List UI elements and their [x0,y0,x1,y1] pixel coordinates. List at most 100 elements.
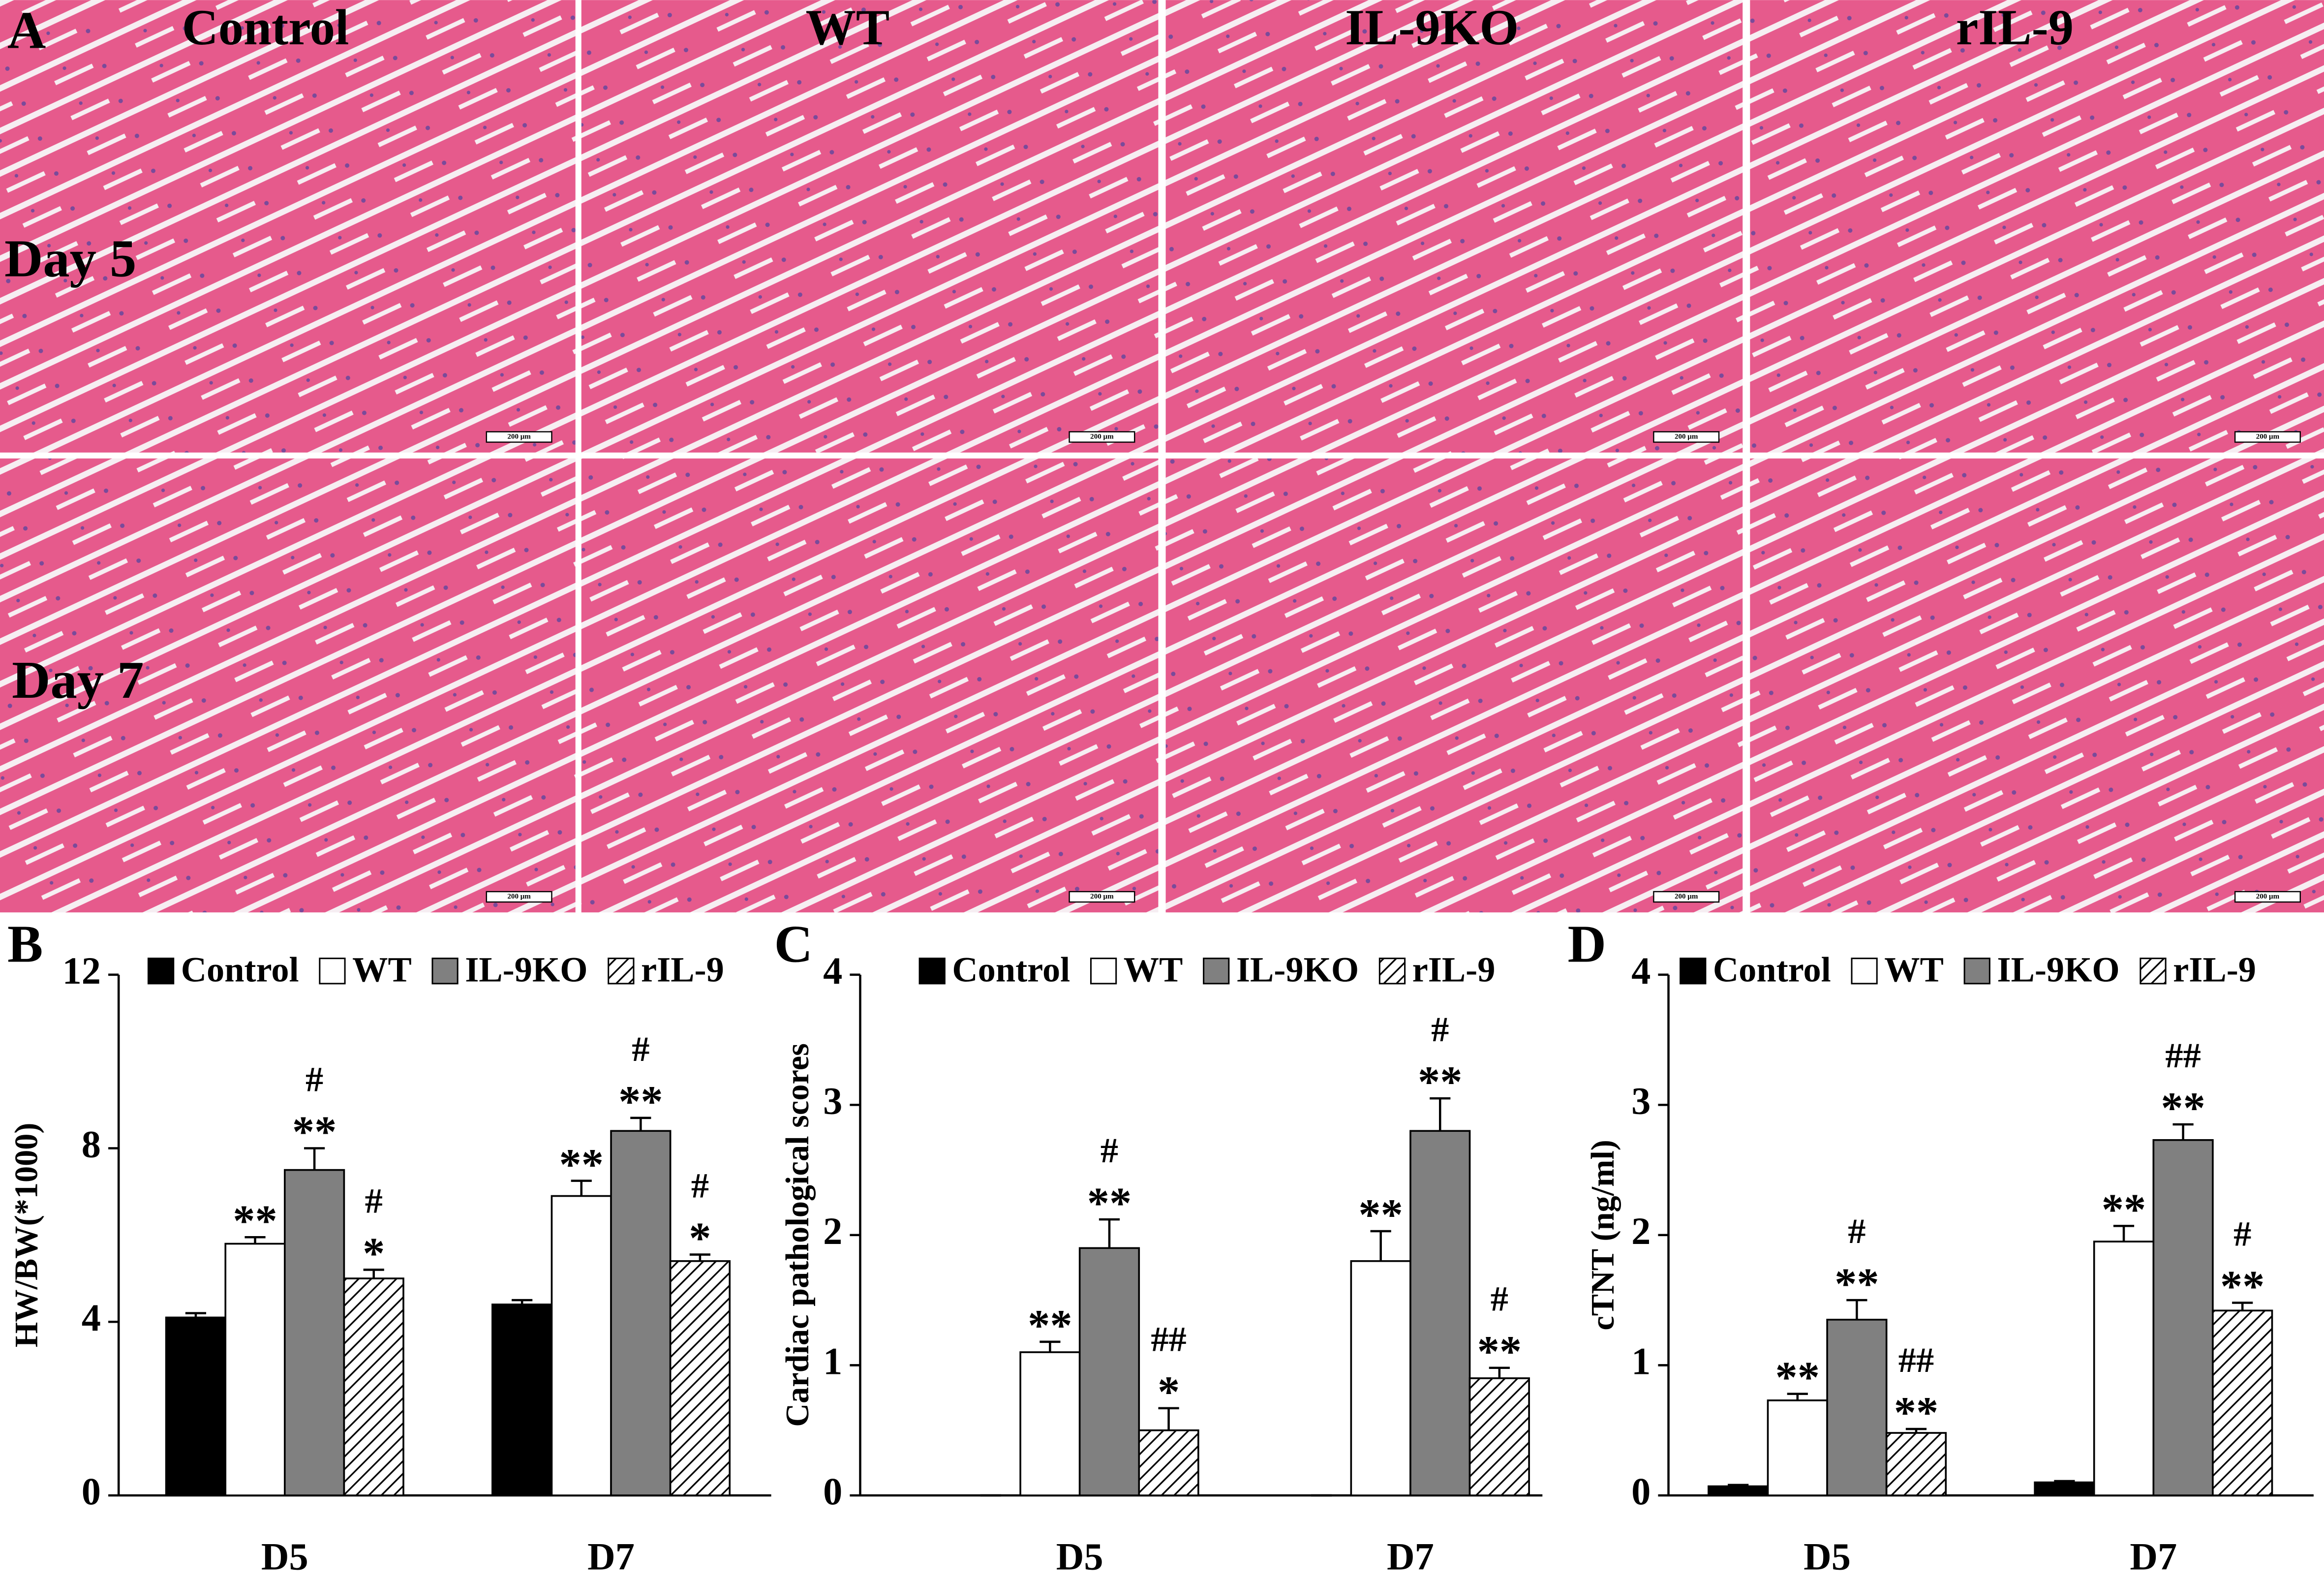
significance-label: # [632,1029,649,1069]
histology-image [0,458,576,913]
bar [1078,1247,1140,1496]
bar [2034,1481,2095,1496]
legend-swatch [1090,958,1117,985]
scale-bar [1653,891,1720,903]
column-label: IL-9KO [1345,0,1519,56]
y-tick-label: 3 [823,1079,842,1122]
legend-swatch [918,958,946,985]
bar [1350,1260,1411,1496]
scale-bar [1069,431,1135,443]
scale-bar [486,891,552,903]
bar [1767,1399,1828,1496]
scale-bar-label: 200 μm [1090,433,1114,440]
scale-bar-label: 200 μm [1675,893,1698,900]
bar [2093,1241,2155,1496]
scale-bar [2234,431,2301,443]
panel-label: B [7,914,43,973]
column-label: rIL-9 [1956,0,2074,56]
histology-image [581,0,1159,453]
x-tick-label: D5 [1804,1535,1851,1578]
legend-swatch [1963,958,1990,985]
significance-label: * [1158,1366,1180,1416]
significance-label: ** [559,1139,604,1189]
scale-bar-label: 200 μm [507,433,531,440]
significance-label: # [691,1166,709,1206]
significance-label: # [306,1059,323,1099]
y-tick-label: 0 [823,1470,842,1513]
legend-label: WT [1884,950,1944,989]
significance-label: ## [1151,1320,1186,1359]
significance-label: ** [292,1107,336,1156]
legend-label: IL-9KO [465,950,587,989]
significance-label: ** [2161,1083,2205,1133]
legend-swatch [147,958,175,985]
x-tick-label: D5 [1056,1535,1103,1578]
legend-label: rIL-9 [2173,950,2256,989]
legend-swatch [1203,958,1230,985]
bar [610,1130,672,1496]
significance-label: ** [1358,1190,1403,1240]
significance-label: ** [1835,1259,1879,1308]
legend-swatch [608,958,635,985]
scale-bar-label: 200 μm [1675,433,1698,440]
legend-swatch [319,958,346,985]
y-tick-label: 2 [823,1210,842,1252]
legend-label: IL-9KO [1997,950,2119,989]
significance-label: # [1848,1211,1865,1251]
legend-label: IL-9KO [1236,950,1359,989]
histology-image [1750,458,2324,913]
histology-image [0,0,576,453]
y-tick-label: 0 [1631,1470,1651,1513]
histology-image [1750,0,2324,453]
bar [669,1260,731,1496]
y-tick-label: 4 [82,1296,101,1339]
legend-label: WT [1124,950,1183,989]
scale-bar-label: 200 μm [2256,433,2280,440]
legend-label: rIL-9 [1412,950,1496,989]
bar [2152,1139,2214,1496]
bar [343,1277,404,1496]
bar [165,1316,227,1496]
bar [224,1242,286,1496]
significance-label: # [1431,1010,1449,1049]
bar [1409,1130,1471,1496]
significance-label: # [2233,1214,2251,1253]
y-axis-label: Cardiac pathological scores [780,1043,816,1427]
bar [1138,1429,1199,1496]
scale-bar [1653,431,1720,443]
significance-label: # [1101,1131,1118,1170]
significance-label: ** [1028,1300,1072,1350]
x-tick-label: D7 [1387,1535,1434,1578]
significance-label: ** [1087,1178,1131,1228]
y-tick-label: 4 [1631,949,1651,992]
scale-bar-label: 200 μm [2256,893,2280,900]
significance-label: * [363,1228,385,1278]
legend-label: Control [1713,950,1831,989]
histology-image [1165,458,1743,913]
scale-bar-label: 200 μm [507,893,531,900]
row-label: Day 5 [4,229,136,288]
bar [1885,1432,1947,1496]
x-tick-label: D7 [587,1535,635,1578]
scale-bar-label: 200 μm [1090,893,1114,900]
significance-label: ** [1894,1388,1938,1437]
column-label: Control [182,0,349,56]
legend-swatch [1680,958,1707,985]
legend-label: Control [181,950,299,989]
histology-image [581,458,1159,913]
bar [2212,1309,2273,1496]
significance-label: ** [1775,1352,1820,1402]
bar [1826,1319,1888,1496]
legend-swatch [2140,958,2167,985]
panel-label: C [774,914,813,973]
significance-label: ** [1477,1326,1522,1376]
y-tick-label: 12 [62,949,101,992]
y-tick-label: 4 [823,949,842,992]
bar [491,1304,553,1496]
scale-bar [1069,891,1135,903]
y-tick-label: 1 [1631,1339,1651,1382]
y-tick-label: 0 [82,1470,101,1513]
y-tick-label: 3 [1631,1079,1651,1122]
